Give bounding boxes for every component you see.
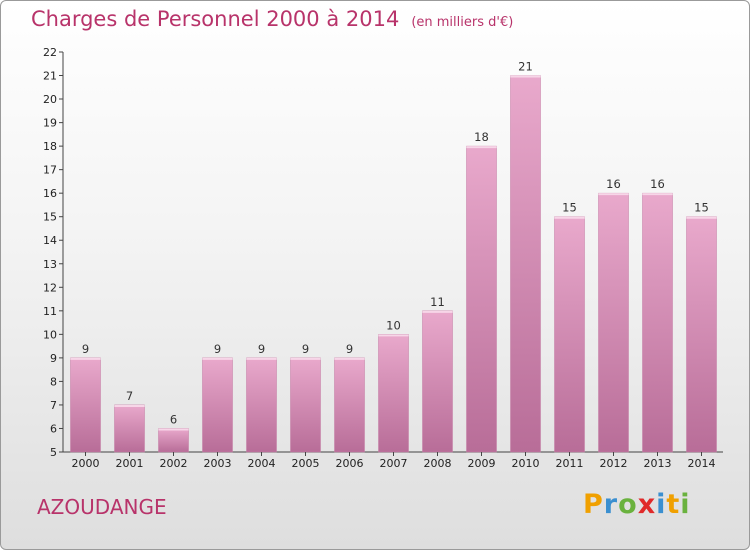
data-label: 16: [606, 177, 621, 191]
x-tick-label: 2001: [116, 457, 144, 470]
bar: [246, 357, 277, 453]
y-tick-label: 9: [50, 352, 57, 365]
data-label: 9: [258, 342, 265, 356]
y-tick-label: 15: [43, 211, 57, 224]
y-tick-label: 6: [50, 422, 57, 435]
bar: [642, 192, 673, 453]
x-tick-label: 2007: [380, 457, 408, 470]
y-tick-label: 13: [43, 258, 57, 271]
x-tick-label: 2005: [292, 457, 320, 470]
chart-subtitle: (en milliers d'€): [411, 15, 514, 30]
data-label: 11: [430, 295, 445, 309]
x-tick-label: 2012: [600, 457, 628, 470]
y-tick-label: 22: [43, 46, 57, 59]
y-tick-label: 11: [43, 305, 57, 318]
data-label: 6: [170, 412, 177, 426]
data-label: 15: [562, 201, 577, 215]
y-tick-label: 21: [43, 70, 57, 83]
chart-title-text: Charges de Personnel 2000 à 2014: [31, 7, 400, 31]
data-label: 15: [694, 201, 709, 215]
x-tick-label: 2010: [512, 457, 540, 470]
logo-letter: P: [583, 489, 604, 520]
logo-letter: t: [666, 489, 681, 520]
x-tick-label: 2013: [644, 457, 672, 470]
bar: [686, 216, 717, 453]
x-tick-label: 2000: [72, 457, 100, 470]
proxiti-logo: Proxiti: [583, 489, 691, 520]
y-tick-label: 7: [50, 399, 57, 412]
bar: [70, 357, 101, 453]
y-tick-label: 12: [43, 281, 57, 294]
bar: [510, 75, 541, 453]
x-tick-label: 2004: [248, 457, 276, 470]
data-label: 10: [386, 318, 401, 332]
y-tick-label: 19: [43, 117, 57, 130]
data-label: 9: [82, 342, 89, 356]
logo-letter: x: [637, 489, 657, 520]
x-tick-label: 2009: [468, 457, 496, 470]
x-tick-label: 2006: [336, 457, 364, 470]
logo-letter: r: [603, 489, 619, 520]
data-label: 16: [650, 177, 665, 191]
bar: [114, 404, 145, 453]
data-label: 9: [214, 342, 221, 356]
data-label: 18: [474, 130, 489, 144]
logo-letter: o: [618, 489, 638, 520]
y-tick-label: 10: [43, 328, 57, 341]
y-tick-label: 17: [43, 164, 57, 177]
bar: [290, 357, 321, 453]
chart-title: Charges de Personnel 2000 à 2014 (en mill…: [31, 7, 513, 31]
x-tick-label: 2014: [688, 457, 716, 470]
bar: [202, 357, 233, 453]
bar: [554, 216, 585, 453]
y-tick-label: 16: [43, 187, 57, 200]
bar: [334, 357, 365, 453]
y-tick-label: 14: [43, 234, 57, 247]
x-tick-label: 2003: [204, 457, 232, 470]
x-tick-label: 2002: [160, 457, 188, 470]
data-label: 7: [126, 389, 133, 403]
y-tick-label: 20: [43, 93, 57, 106]
bar: [378, 334, 409, 453]
y-tick-label: 5: [50, 446, 57, 459]
data-label: 21: [518, 60, 533, 74]
data-label: 9: [346, 342, 353, 356]
location-name: AZOUDANGE: [37, 495, 167, 519]
logo-letter: i: [656, 489, 667, 520]
y-tick-label: 18: [43, 140, 57, 153]
bar: [466, 145, 497, 453]
bar: [158, 428, 189, 453]
logo-letter: i: [680, 489, 691, 520]
x-tick-label: 2011: [556, 457, 584, 470]
bar: [598, 192, 629, 453]
data-label: 9: [302, 342, 309, 356]
x-tick-label: 2008: [424, 457, 452, 470]
y-tick-label: 8: [50, 375, 57, 388]
bar: [422, 310, 453, 453]
